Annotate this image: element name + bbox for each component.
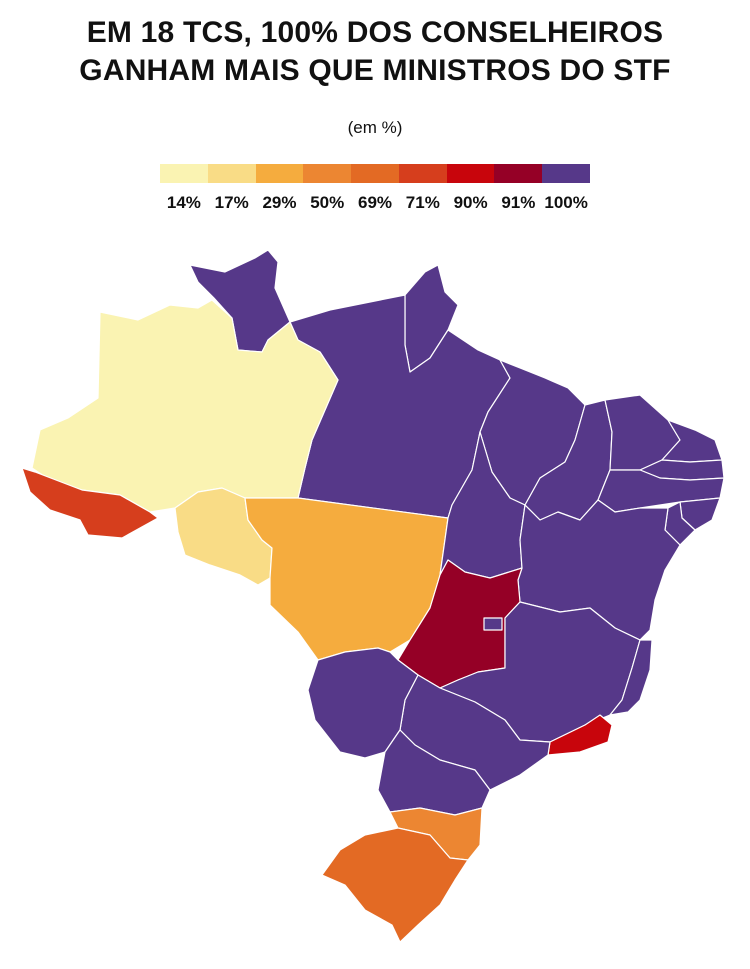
legend-swatch-8 [542, 164, 591, 183]
state-am [31, 299, 339, 513]
legend-swatch-2 [255, 164, 304, 183]
legend-swatch-1 [207, 164, 256, 183]
subtitle: (em %) [347, 118, 403, 137]
state-ac [21, 467, 159, 539]
legend-label-6: 90% [453, 193, 488, 212]
state-es [609, 639, 653, 716]
legend-label-4: 69% [358, 193, 393, 212]
state-rj [547, 714, 613, 756]
legend-label-5: 71% [405, 193, 440, 212]
chart-title: EM 18 TCS, 100% DOS CONSELHEIROS GANHAM … [0, 14, 750, 90]
state-pr [377, 729, 491, 816]
legend-label-1: 17% [214, 193, 249, 212]
legend-swatch-5 [398, 164, 447, 183]
legend-label-2: 29% [262, 193, 297, 212]
legend-swatch-0 [160, 164, 208, 183]
legend-swatch-3 [303, 164, 352, 183]
legend-swatch-6 [446, 164, 495, 183]
legend-swatch-7 [494, 164, 543, 183]
color-legend: 14% 17% 29% 50% 69% 71% 90% 91% 100% [160, 164, 591, 213]
state-ms [307, 647, 419, 759]
legend-swatch-4 [351, 164, 399, 183]
legend-label-8: 100% [544, 193, 588, 212]
legend-color-bar [160, 164, 591, 183]
title-line-1: EM 18 TCS, 100% DOS CONSELHEIROS [86, 16, 664, 49]
legend-label-7: 91% [501, 193, 536, 212]
title-line-2: GANHAM MAIS QUE MINISTROS DO STF [79, 54, 671, 87]
state-rs [321, 827, 469, 943]
legend-label-3: 50% [310, 193, 345, 212]
legend-label-0: 14% [166, 193, 201, 212]
legend-labels: 14% 17% 29% 50% 69% 71% 90% 91% 100% [160, 193, 590, 213]
state-df [483, 617, 503, 631]
